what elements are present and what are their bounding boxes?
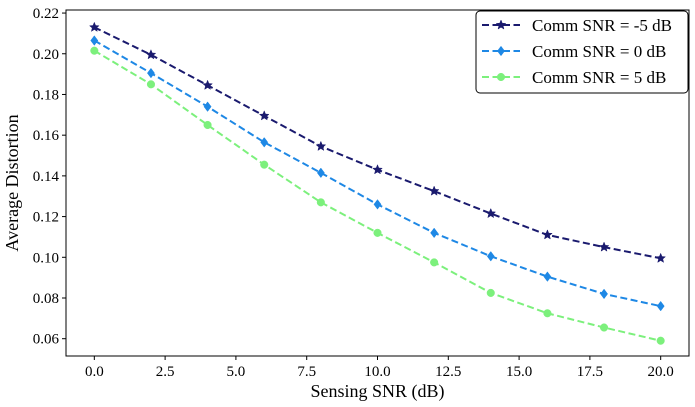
y-tick-label: 0.22 <box>33 6 59 22</box>
data-point <box>428 185 440 196</box>
y-tick-label: 0.14 <box>33 169 60 185</box>
series-2 <box>90 46 665 345</box>
data-point <box>90 46 99 55</box>
series-line <box>93 49 661 342</box>
legend-label: Comm SNR = -5 dB <box>532 16 672 35</box>
x-tick-label: 15.0 <box>506 364 532 380</box>
x-tick-label: 17.5 <box>577 364 603 380</box>
data-point <box>145 49 157 60</box>
data-point <box>258 110 270 121</box>
x-tick-label: 20.0 <box>648 364 674 380</box>
x-tick-label: 12.5 <box>435 364 461 380</box>
legend-item: Comm SNR = -5 dB <box>482 16 672 35</box>
data-point <box>315 140 327 151</box>
data-point <box>655 252 667 263</box>
x-tick-label: 7.5 <box>297 364 316 380</box>
legend: Comm SNR = -5 dB Comm SNR = 0 dB Comm SNR … <box>475 10 689 94</box>
data-point <box>542 229 553 240</box>
data-point <box>90 35 99 46</box>
data-point <box>316 198 325 207</box>
data-point <box>373 199 382 210</box>
data-point <box>656 300 665 312</box>
data-point <box>543 309 552 318</box>
data-point <box>202 79 213 90</box>
series-layer <box>88 21 667 345</box>
data-point <box>543 271 552 282</box>
data-point <box>203 101 212 112</box>
data-point <box>88 21 100 32</box>
data-point <box>430 227 439 239</box>
y-tick-label: 0.06 <box>33 332 60 348</box>
x-tick-label: 10.0 <box>364 364 390 380</box>
data-point <box>600 288 608 300</box>
x-tick-label: 5.0 <box>227 364 246 380</box>
data-point <box>486 251 495 262</box>
legend-box <box>475 10 689 94</box>
legend-label: Comm SNR = 0 dB <box>532 42 666 61</box>
y-tick-label: 0.08 <box>33 291 59 307</box>
series-1 <box>90 35 665 312</box>
data-point <box>203 120 212 130</box>
data-point <box>485 207 497 219</box>
legend-label: Comm SNR = 5 dB <box>532 68 666 87</box>
data-point <box>146 80 156 89</box>
legend-marker <box>496 72 506 82</box>
legend-marker <box>497 45 505 57</box>
y-tick-label: 0.20 <box>33 47 59 63</box>
legend-item: Comm SNR = 5 dB <box>482 68 666 87</box>
data-point <box>316 167 325 179</box>
x-axis-label: Sensing SNR (dB) <box>310 381 444 402</box>
series-0 <box>88 21 667 263</box>
y-axis-label: Average Distortion <box>2 114 22 251</box>
data-point <box>260 137 269 148</box>
data-point <box>373 228 382 237</box>
data-point <box>599 323 609 332</box>
x-axis-ticks: 0.0 2.5 5.0 7.5 10.0 12.5 15.0 17.5 20.0 <box>85 356 674 380</box>
data-point <box>430 258 439 267</box>
y-tick-label: 0.18 <box>33 87 59 103</box>
y-tick-label: 0.12 <box>33 210 59 226</box>
x-tick-label: 0.0 <box>85 364 104 380</box>
legend-item: Comm SNR = 0 dB <box>482 42 666 61</box>
data-point <box>260 160 269 169</box>
y-tick-label: 0.10 <box>33 250 59 266</box>
data-point <box>486 288 495 297</box>
y-axis-ticks: 0.06 0.08 0.10 0.12 0.14 0.16 0.18 0.20 0.22 <box>33 6 66 348</box>
x-tick-label: 2.5 <box>156 364 175 380</box>
y-tick-label: 0.16 <box>33 128 60 144</box>
legend-marker <box>495 19 507 30</box>
data-point <box>147 67 155 79</box>
data-point <box>372 164 383 175</box>
data-point <box>598 241 610 252</box>
data-point <box>656 336 665 345</box>
